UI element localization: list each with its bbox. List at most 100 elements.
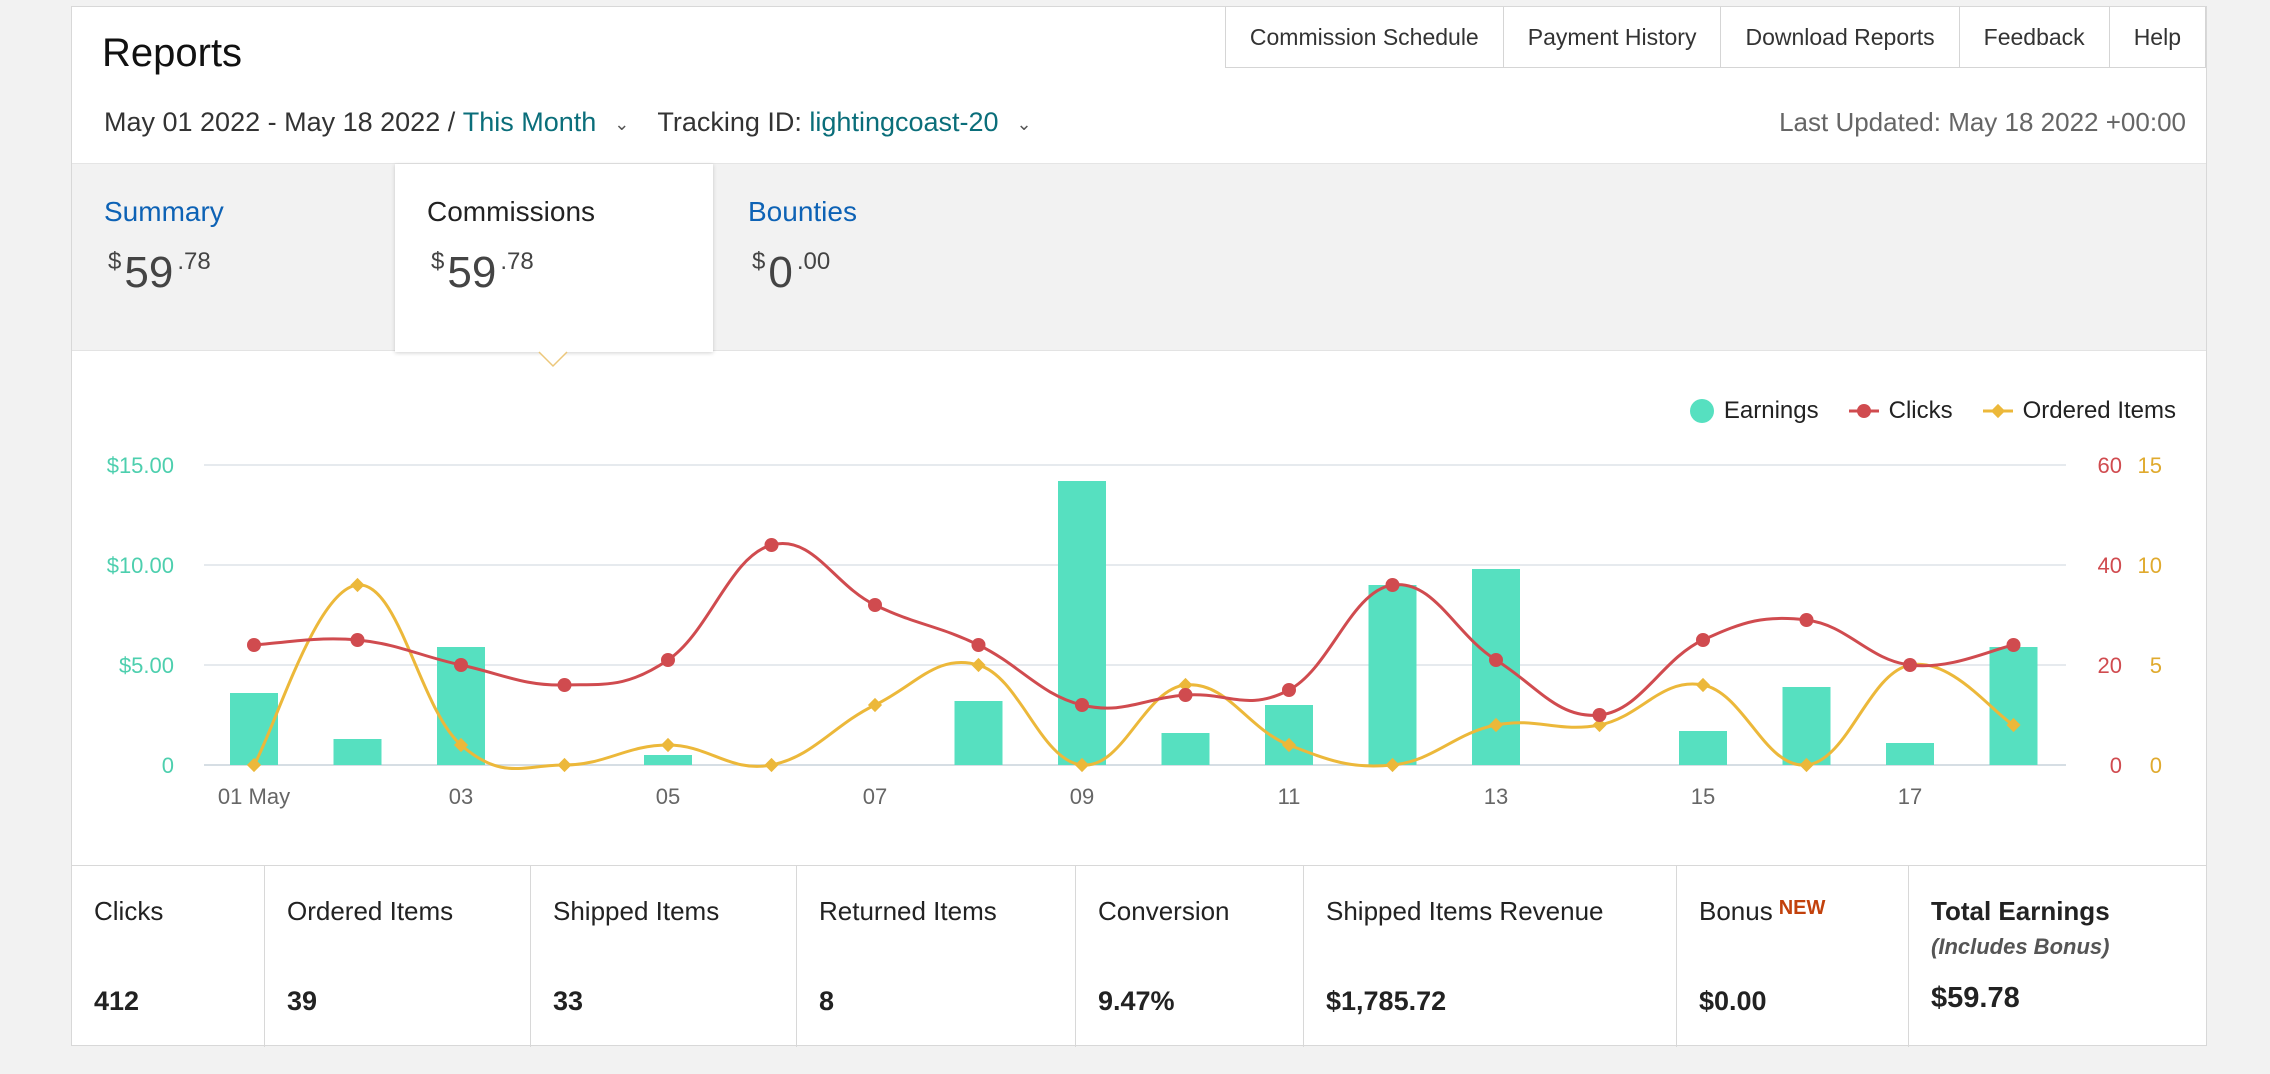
- x-axis-tick-label: 03: [449, 784, 473, 809]
- tab-bounties-label: Bounties: [748, 196, 857, 227]
- left-axis-tick-label: 0: [162, 753, 174, 778]
- commission-schedule-button[interactable]: Commission Schedule: [1224, 7, 1504, 68]
- currency-symbol: $: [752, 248, 766, 275]
- stat-conversion: Conversion 9.47%: [1076, 866, 1304, 1047]
- stat-value: $0.00: [1699, 986, 1767, 1016]
- clicks-point: [1799, 613, 1814, 627]
- ordered-items-point: [1695, 677, 1711, 693]
- ordered-items-point: [971, 657, 986, 673]
- x-axis-tick-label: 01 May: [218, 784, 290, 809]
- stat-bonus: Bonus NEW $0.00: [1677, 866, 1909, 1047]
- ordered-items-point: [1281, 737, 1297, 753]
- ordered-items-point: [557, 757, 572, 773]
- stat-label: Returned Items: [819, 896, 997, 926]
- clicks-point: [1075, 698, 1089, 712]
- x-axis-tick-label: 05: [656, 784, 680, 809]
- summary-tabs: Summary $ 59 .78 Commissions $ 59 .78 Bo…: [72, 163, 2206, 352]
- tab-bounties-amount: $ 0 .00: [752, 242, 830, 298]
- payment-history-button[interactable]: Payment History: [1502, 7, 1722, 68]
- stat-label: Clicks: [94, 896, 164, 926]
- ordered-items-point: [1074, 757, 1090, 773]
- ordered-items-point: [1488, 717, 1504, 733]
- period-dropdown[interactable]: This Month: [462, 107, 597, 137]
- right-axis-items-tick-label: 0: [2150, 753, 2162, 778]
- earnings-bar: [1989, 647, 2038, 765]
- chevron-down-icon[interactable]: ⌄: [614, 114, 630, 134]
- earnings-bar: [1782, 687, 1831, 765]
- chevron-down-icon[interactable]: ⌄: [1016, 114, 1032, 134]
- clicks-point: [868, 598, 882, 612]
- stat-ordered-items: Ordered Items 39: [265, 866, 531, 1047]
- right-axis-items-tick-label: 5: [2150, 653, 2162, 678]
- ordered-items-point: [1385, 757, 1400, 773]
- stat-value: 9.47%: [1098, 986, 1175, 1016]
- stat-value: $59.78: [1931, 982, 2020, 1014]
- currency-symbol: $: [431, 248, 445, 275]
- earnings-bar: [1265, 705, 1313, 765]
- clicks-point: [247, 638, 261, 652]
- feedback-button[interactable]: Feedback: [1958, 7, 2110, 68]
- tracking-id-label: Tracking ID:: [657, 107, 810, 137]
- ordered-items-line: [252, 583, 2015, 770]
- clicks-point: [557, 678, 572, 692]
- x-axis-tick-label: 15: [1691, 784, 1715, 809]
- stat-label: Shipped Items: [553, 896, 720, 926]
- x-axis-tick-label: 11: [1278, 784, 1301, 809]
- stats-row: Clicks 412 Ordered Items 39 Shipped Item…: [72, 865, 2206, 1047]
- page-title: Reports: [102, 31, 243, 75]
- legend-ordered-items-label: Ordered Items: [2022, 397, 2176, 424]
- filter-row: May 01 2022 - May 18 2022 / This Month ⌄…: [104, 107, 1060, 138]
- ordered-items-point: [453, 737, 469, 753]
- tab-summary[interactable]: Summary $ 59 .78: [72, 164, 394, 350]
- clicks-line: [253, 541, 2014, 717]
- clicks-point: [1696, 633, 1710, 647]
- bonus-label: Bonus: [1699, 896, 1773, 926]
- x-axis-tick-label: 17: [1898, 784, 1922, 809]
- ordered-items-point: [867, 697, 883, 713]
- stat-clicks: Clicks 412: [72, 866, 265, 1047]
- clicks-point: [1489, 653, 1503, 667]
- right-axis-clicks-tick-label: 40: [2098, 553, 2122, 578]
- right-axis-clicks-tick-label: 60: [2098, 453, 2122, 478]
- last-updated: Last Updated: May 18 2022 +00:00: [1779, 107, 2186, 137]
- download-reports-button[interactable]: Download Reports: [1720, 7, 1960, 68]
- stat-label: Ordered Items: [287, 896, 454, 926]
- earnings-bar: [1368, 585, 1417, 765]
- legend-earnings-label: Earnings: [1723, 397, 1819, 424]
- active-tab-pointer-icon: [538, 351, 568, 368]
- right-axis-clicks-tick-label: 0: [2110, 753, 2122, 778]
- tab-commissions-label: Commissions: [427, 196, 596, 227]
- amount-cents: .78: [500, 248, 534, 275]
- date-range-text: May 01 2022 - May 18 2022 /: [104, 107, 463, 137]
- left-axis-tick-label: $15.00: [107, 453, 174, 478]
- legend-clicks[interactable]: Clicks: [1848, 397, 1953, 425]
- tracking-id-dropdown[interactable]: lightingcoast-20: [809, 107, 999, 137]
- amount-cents: .00: [796, 248, 831, 275]
- stat-label: Conversion: [1098, 896, 1230, 926]
- left-axis-tick-label: $10.00: [107, 553, 174, 578]
- clicks-line-icon: [1848, 404, 1879, 418]
- clicks-point: [1282, 683, 1296, 697]
- x-axis-tick-label: 07: [863, 784, 887, 809]
- tab-summary-label: Summary: [104, 196, 224, 227]
- stat-label: Total Earnings: [1931, 896, 2110, 926]
- clicks-point: [661, 653, 675, 667]
- clicks-point: [454, 658, 468, 672]
- ordered-items-point: [1799, 757, 1814, 773]
- tab-commissions[interactable]: Commissions $ 59 .78: [395, 164, 713, 352]
- clicks-point: [764, 538, 779, 552]
- help-button[interactable]: Help: [2108, 7, 2206, 68]
- legend-earnings[interactable]: Earnings: [1689, 397, 1819, 425]
- x-axis-tick-label: 09: [1070, 784, 1094, 809]
- ordered-items-point: [660, 737, 676, 753]
- stat-label: Shipped Items Revenue: [1326, 896, 1604, 926]
- ordered-items-point: [350, 577, 365, 593]
- top-nav: Commission Schedule Payment History Down…: [1224, 7, 2206, 68]
- stat-value: 39: [287, 986, 318, 1016]
- amount-whole: 59: [447, 248, 497, 297]
- legend-ordered-items[interactable]: Ordered Items: [1982, 397, 2176, 425]
- tab-bounties[interactable]: Bounties $ 0 .00: [716, 164, 1038, 350]
- ordered-items-point: [1592, 717, 1607, 733]
- clicks-point: [1592, 708, 1607, 722]
- legend-clicks-label: Clicks: [1888, 397, 1953, 424]
